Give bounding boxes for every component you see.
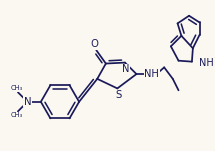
Text: NH: NH	[199, 58, 213, 68]
Text: CH₃: CH₃	[11, 85, 23, 91]
Text: S: S	[115, 90, 121, 100]
Text: N: N	[122, 64, 130, 74]
Text: NH: NH	[144, 69, 159, 79]
Text: CH₃: CH₃	[11, 112, 23, 118]
Text: O: O	[90, 39, 98, 49]
Text: N: N	[24, 97, 31, 107]
